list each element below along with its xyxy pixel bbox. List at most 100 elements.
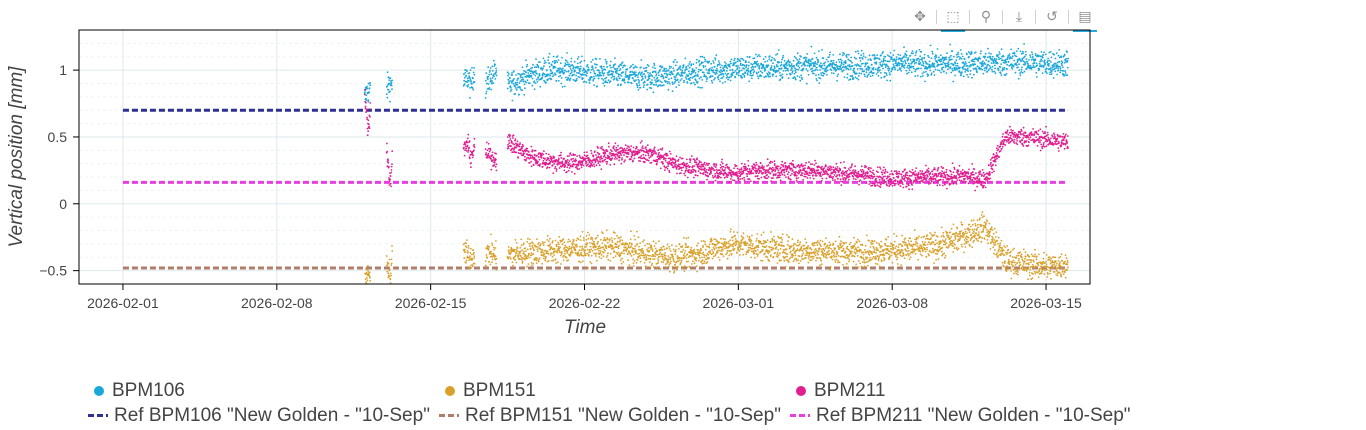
data-point <box>950 236 953 238</box>
data-point <box>721 253 724 256</box>
data-point <box>528 238 531 241</box>
data-point <box>964 71 967 73</box>
data-point <box>687 260 689 263</box>
data-point <box>944 257 946 259</box>
data-point <box>566 63 569 66</box>
data-point <box>717 63 720 66</box>
data-point <box>668 67 671 70</box>
data-point <box>715 54 718 56</box>
data-point <box>586 64 589 66</box>
data-point <box>734 238 737 240</box>
data-point <box>957 55 960 58</box>
data-point <box>609 252 612 255</box>
data-point <box>942 231 945 234</box>
reset-tool[interactable]: ↺ <box>1039 6 1065 28</box>
data-point <box>960 72 963 75</box>
data-point <box>526 248 529 251</box>
data-point <box>386 96 389 99</box>
data-point <box>571 64 574 66</box>
data-point <box>903 67 906 69</box>
data-point <box>736 60 739 62</box>
data-point <box>870 64 873 66</box>
data-point <box>615 77 618 79</box>
data-point <box>636 66 638 69</box>
data-point <box>583 239 585 242</box>
data-point <box>677 81 680 83</box>
data-point <box>594 248 596 251</box>
data-point <box>936 253 939 256</box>
data-point <box>491 70 494 72</box>
data-point <box>968 231 971 234</box>
data-point <box>585 70 588 73</box>
data-point <box>1038 68 1041 70</box>
data-point <box>1007 248 1010 251</box>
data-point <box>704 58 707 61</box>
data-point <box>908 64 911 67</box>
data-point <box>627 246 630 249</box>
data-point <box>1011 55 1014 58</box>
hover-tool[interactable]: ▤ <box>1072 6 1098 32</box>
data-point <box>587 237 590 240</box>
data-point <box>817 250 820 253</box>
data-point <box>617 73 620 76</box>
data-point <box>963 239 966 241</box>
data-point <box>703 256 706 259</box>
data-point <box>492 59 495 62</box>
data-point <box>985 67 988 70</box>
pan-tool[interactable]: ✥ <box>907 6 933 28</box>
data-point <box>848 64 851 66</box>
data-point <box>782 251 785 253</box>
data-point <box>588 79 591 82</box>
data-point <box>386 85 389 88</box>
data-point <box>551 240 554 243</box>
data-point <box>609 73 612 76</box>
data-point <box>795 259 798 262</box>
data-point <box>472 253 475 256</box>
data-point <box>721 77 724 79</box>
data-point <box>714 73 717 76</box>
data-point <box>770 59 773 61</box>
data-point <box>662 261 665 264</box>
data-point <box>735 64 738 67</box>
data-point <box>811 57 814 60</box>
data-point <box>989 66 992 69</box>
data-point <box>754 65 757 68</box>
data-point <box>1044 62 1046 65</box>
data-point <box>494 255 497 258</box>
data-point <box>548 52 551 55</box>
data-point <box>930 242 933 245</box>
wheel-zoom-tool[interactable]: ⚲ <box>973 6 999 28</box>
data-point <box>817 50 820 52</box>
data-point <box>912 65 915 68</box>
data-point <box>576 67 579 69</box>
data-point <box>388 83 391 85</box>
data-point <box>852 78 855 80</box>
data-point <box>593 70 595 72</box>
data-point <box>607 79 610 82</box>
data-point <box>672 255 674 258</box>
data-point <box>729 66 731 68</box>
data-point <box>993 70 996 73</box>
data-point <box>550 64 553 67</box>
box-zoom-tool[interactable]: ⬚ <box>940 6 966 32</box>
data-point <box>698 259 700 262</box>
data-point <box>733 59 735 62</box>
data-point <box>633 80 636 83</box>
data-point <box>534 70 537 73</box>
data-point <box>860 265 863 268</box>
data-point <box>606 238 608 241</box>
data-point <box>1007 252 1009 254</box>
data-point <box>756 60 759 63</box>
data-point <box>708 246 711 249</box>
data-point <box>824 242 827 245</box>
data-point <box>753 70 756 73</box>
data-point <box>912 243 915 246</box>
data-point <box>1049 67 1052 70</box>
data-point <box>750 250 753 253</box>
data-point <box>542 57 545 60</box>
save-tool[interactable]: ⤓ <box>1006 6 1032 28</box>
data-point <box>669 73 672 76</box>
data-point <box>618 237 621 239</box>
data-point <box>684 76 687 79</box>
data-point <box>462 243 465 246</box>
